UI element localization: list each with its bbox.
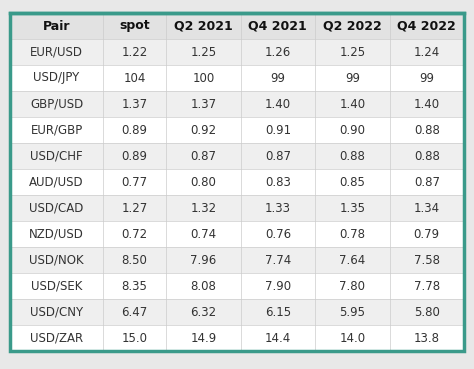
Text: 1.37: 1.37 [191, 97, 217, 110]
Text: 5.80: 5.80 [414, 306, 440, 318]
Text: 1.40: 1.40 [414, 97, 440, 110]
Bar [10, 39, 464, 65]
Text: 8.35: 8.35 [122, 279, 147, 293]
Text: 0.88: 0.88 [414, 149, 440, 162]
Text: 1.32: 1.32 [191, 201, 217, 214]
Text: 1.34: 1.34 [414, 201, 440, 214]
Bar [10, 247, 464, 273]
Text: 7.78: 7.78 [414, 279, 440, 293]
Bar [10, 273, 464, 299]
Bar [10, 169, 464, 195]
Text: 0.76: 0.76 [265, 228, 291, 241]
Text: 104: 104 [123, 72, 146, 85]
Text: 0.79: 0.79 [414, 228, 440, 241]
Text: GBP/USD: GBP/USD [30, 97, 83, 110]
Text: 14.4: 14.4 [265, 331, 291, 345]
Text: 6.15: 6.15 [265, 306, 291, 318]
Text: USD/CNY: USD/CNY [30, 306, 83, 318]
Text: 99: 99 [270, 72, 285, 85]
Text: 0.88: 0.88 [339, 149, 365, 162]
Text: 1.25: 1.25 [191, 45, 217, 59]
Bar [10, 195, 464, 221]
Text: 14.0: 14.0 [339, 331, 365, 345]
Text: 0.78: 0.78 [339, 228, 365, 241]
Text: 7.96: 7.96 [190, 254, 217, 266]
Text: Q4 2022: Q4 2022 [397, 20, 456, 32]
Text: 0.80: 0.80 [191, 176, 216, 189]
Text: 0.87: 0.87 [414, 176, 440, 189]
Text: USD/ZAR: USD/ZAR [30, 331, 83, 345]
Text: USD/JPY: USD/JPY [33, 72, 80, 85]
Text: USD/CAD: USD/CAD [29, 201, 84, 214]
Text: USD/CHF: USD/CHF [30, 149, 83, 162]
Text: 0.85: 0.85 [339, 176, 365, 189]
Text: USD/NOK: USD/NOK [29, 254, 84, 266]
Text: 1.37: 1.37 [121, 97, 148, 110]
Text: spot: spot [119, 20, 150, 32]
Text: 7.80: 7.80 [339, 279, 365, 293]
Text: 0.91: 0.91 [265, 124, 291, 137]
Bar [10, 143, 464, 169]
Text: EUR/GBP: EUR/GBP [30, 124, 82, 137]
Text: 99: 99 [345, 72, 360, 85]
Text: 0.92: 0.92 [191, 124, 217, 137]
Text: 100: 100 [192, 72, 215, 85]
Text: 5.95: 5.95 [339, 306, 365, 318]
Bar [10, 13, 464, 39]
Text: Q4 2021: Q4 2021 [248, 20, 307, 32]
Text: NZD/USD: NZD/USD [29, 228, 84, 241]
Text: 0.87: 0.87 [191, 149, 217, 162]
Text: 0.74: 0.74 [191, 228, 217, 241]
Text: Q2 2022: Q2 2022 [323, 20, 382, 32]
Text: 0.72: 0.72 [121, 228, 148, 241]
Text: 1.33: 1.33 [265, 201, 291, 214]
Text: 7.58: 7.58 [414, 254, 440, 266]
Text: 6.32: 6.32 [191, 306, 217, 318]
Text: 1.40: 1.40 [339, 97, 365, 110]
Text: 8.50: 8.50 [122, 254, 147, 266]
Text: 0.88: 0.88 [414, 124, 440, 137]
Text: 0.87: 0.87 [265, 149, 291, 162]
Text: 0.83: 0.83 [265, 176, 291, 189]
Text: 1.26: 1.26 [265, 45, 291, 59]
Text: 1.25: 1.25 [339, 45, 365, 59]
Bar [10, 117, 464, 143]
Text: 1.22: 1.22 [121, 45, 148, 59]
Text: 1.35: 1.35 [339, 201, 365, 214]
Text: 1.27: 1.27 [121, 201, 148, 214]
Text: 1.40: 1.40 [265, 97, 291, 110]
Text: 15.0: 15.0 [122, 331, 147, 345]
Bar [10, 221, 464, 247]
Text: USD/SEK: USD/SEK [31, 279, 82, 293]
Text: 8.08: 8.08 [191, 279, 216, 293]
Text: 6.47: 6.47 [121, 306, 148, 318]
Text: 0.90: 0.90 [339, 124, 365, 137]
Text: 0.89: 0.89 [122, 124, 147, 137]
Text: 7.74: 7.74 [265, 254, 291, 266]
Text: 99: 99 [419, 72, 434, 85]
Text: 7.64: 7.64 [339, 254, 365, 266]
Bar [10, 65, 464, 91]
Text: 1.24: 1.24 [414, 45, 440, 59]
Text: EUR/USD: EUR/USD [30, 45, 83, 59]
Text: AUD/USD: AUD/USD [29, 176, 84, 189]
Text: 7.90: 7.90 [265, 279, 291, 293]
Text: Pair: Pair [43, 20, 70, 32]
Text: 0.77: 0.77 [121, 176, 148, 189]
Text: 14.9: 14.9 [190, 331, 217, 345]
Bar [10, 91, 464, 117]
Bar [10, 299, 464, 325]
Text: Q2 2021: Q2 2021 [174, 20, 233, 32]
Text: 0.89: 0.89 [122, 149, 147, 162]
Bar [10, 325, 464, 351]
Text: 13.8: 13.8 [414, 331, 440, 345]
